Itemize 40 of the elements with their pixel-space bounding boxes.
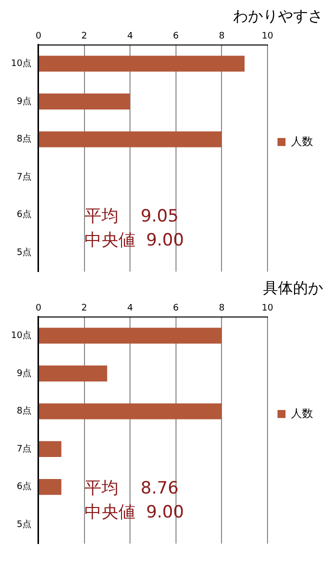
x-tick-label: 10 <box>262 304 274 314</box>
legend-label: 人数 <box>291 134 313 148</box>
y-tick-label: 7点 <box>16 171 32 182</box>
x-tick-label: 0 <box>36 304 42 314</box>
bar <box>38 403 222 420</box>
x-tick-label: 2 <box>81 32 88 42</box>
y-tick-label: 5点 <box>16 519 32 530</box>
y-tick-label: 6点 <box>16 481 32 492</box>
x-tick-label: 4 <box>127 32 134 42</box>
x-tick-label: 8 <box>218 32 225 42</box>
x-tick-label: 6 <box>173 304 180 314</box>
y-tick-label: 10点 <box>11 330 32 342</box>
chart-title: わかりやすさ <box>233 6 323 25</box>
x-tick-label: 2 <box>81 304 88 314</box>
bar <box>38 131 222 148</box>
y-tick-label: 8点 <box>16 406 32 417</box>
x-tick-label: 0 <box>36 32 42 42</box>
y-tick-label: 10点 <box>11 58 32 70</box>
bar <box>38 328 222 344</box>
chart-title: 具体的か <box>263 278 323 297</box>
x-tick-label: 6 <box>173 32 180 42</box>
bar <box>38 56 245 72</box>
y-tick-label: 5点 <box>16 247 32 258</box>
y-tick-label: 6点 <box>16 209 32 220</box>
y-tick-label: 9点 <box>16 368 32 379</box>
annotation: 中央値 9.00 <box>84 502 184 523</box>
y-tick-label: 7点 <box>16 443 32 454</box>
x-tick-label: 8 <box>218 304 225 314</box>
x-tick-label: 4 <box>127 304 134 314</box>
bar <box>38 441 62 458</box>
annotation: 平均 9.05 <box>84 206 179 227</box>
bar <box>38 478 62 495</box>
legend-label: 人数 <box>291 406 313 420</box>
x-tick-label: 10 <box>262 32 274 42</box>
y-tick-label: 9点 <box>16 96 32 107</box>
bar <box>38 366 108 382</box>
annotation: 中央値 9.00 <box>84 230 184 251</box>
annotation: 平均 8.76 <box>84 478 179 499</box>
bar <box>38 94 130 110</box>
y-tick-label: 8点 <box>16 134 32 145</box>
